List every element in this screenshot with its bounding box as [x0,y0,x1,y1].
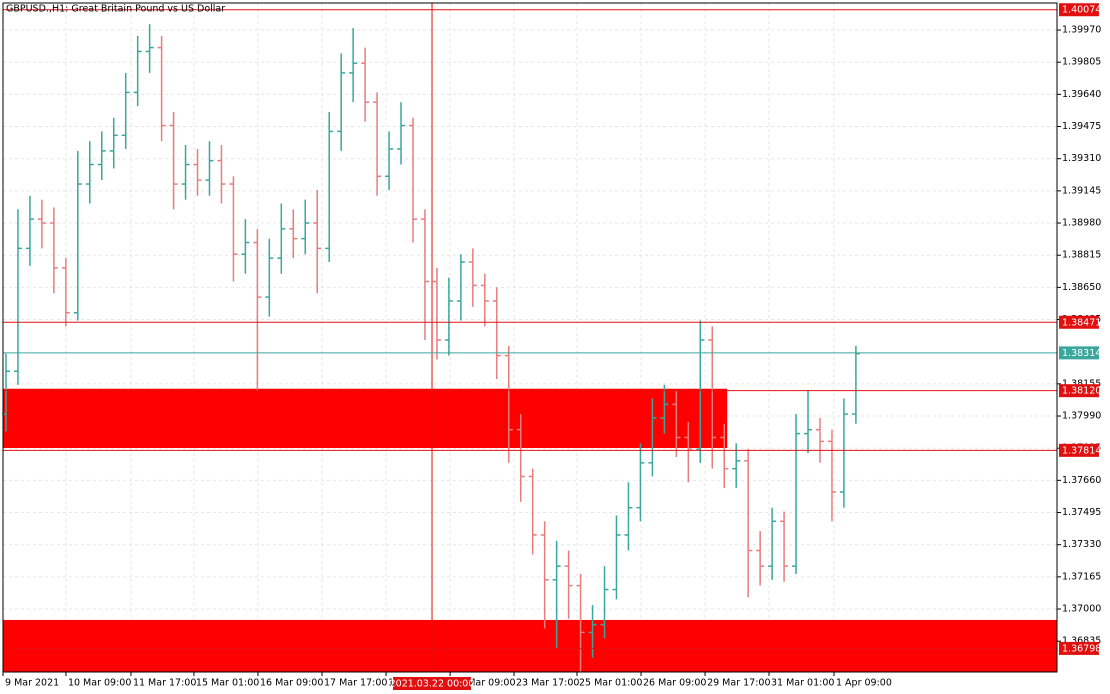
y-tick-label: 1.39640 [1062,89,1101,100]
y-tick-label: 1.36835 [1062,636,1101,647]
x-tick-label: 15 Mar 01:00 [196,678,259,689]
y-tick-label: 1.37330 [1062,539,1101,550]
x-tick-label: 23 Mar 17:00 [516,678,579,689]
plot-frame [2,2,1058,673]
x-tick-label: 17 Mar 17:00 [324,678,387,689]
level-label-box [1059,384,1099,398]
y-tick-label: 1.37000 [1062,604,1101,615]
x-tick-label: 1 Apr 09:00 [836,678,892,689]
zone [3,388,728,448]
level-label: 1.40074 [1062,5,1101,16]
zones [3,388,1057,672]
chart-title: GBPUSD.,H1: Great Britain Pound vs US Do… [6,4,225,15]
level-label: 1.38314 [1062,348,1101,359]
y-tick-label: 1.38650 [1062,282,1101,293]
level-label: 1.38120 [1062,386,1101,397]
level-label: 1.36798 [1062,643,1101,654]
y-tick-label: 1.37165 [1062,571,1101,582]
y-tick-label: 1.39805 [1062,57,1101,68]
level-label-box [1059,641,1099,655]
level-label-box [1059,3,1099,17]
level-label: 1.38471 [1062,317,1101,328]
x-tick-label: 25 Mar 01:00 [579,678,642,689]
y-tick-label: 1.39310 [1062,153,1101,164]
y-tick-label: 1.38815 [1062,250,1101,261]
level-label-box [1059,315,1099,329]
y-tick-label: 1.38980 [1062,218,1101,229]
y-tick-label: 1.38155 [1062,378,1101,389]
overlays [3,3,1057,672]
date-label: 2021.03.22 00:00 [390,679,475,690]
x-tick-label: 31 Mar 01:00 [771,678,834,689]
level-label-box [1059,443,1099,457]
level-label: 1.37814 [1062,445,1101,456]
y-tick-label: 1.37660 [1062,475,1101,486]
x-tick-label: 22 Mar 09:00 [452,678,515,689]
x-tick-label: 16 Mar 09:00 [260,678,323,689]
x-tick-label: 9 Mar 2021 [5,678,59,689]
y-tick-label: 1.39145 [1062,185,1101,196]
bars [1,24,860,672]
y-tick-label: 1.37990 [1062,411,1101,422]
x-tick-label: 26 Mar 09:00 [643,678,706,689]
zone [3,619,1057,672]
x-tick-label: 29 Mar 17:00 [707,678,770,689]
x-tick-label: 11 Mar 17:00 [133,678,196,689]
level-label-box [1059,346,1099,360]
x-tick-label: 10 Mar 09:00 [68,678,131,689]
y-tick-label: 1.39475 [1062,121,1101,132]
y-tick-label: 1.37495 [1062,507,1101,518]
y-tick-label: 1.39970 [1062,25,1101,36]
axes: 1.39970 1.39805 1.39640 1.39475 1.39310 1.391… [2,3,1101,690]
date-label-box [393,677,472,690]
